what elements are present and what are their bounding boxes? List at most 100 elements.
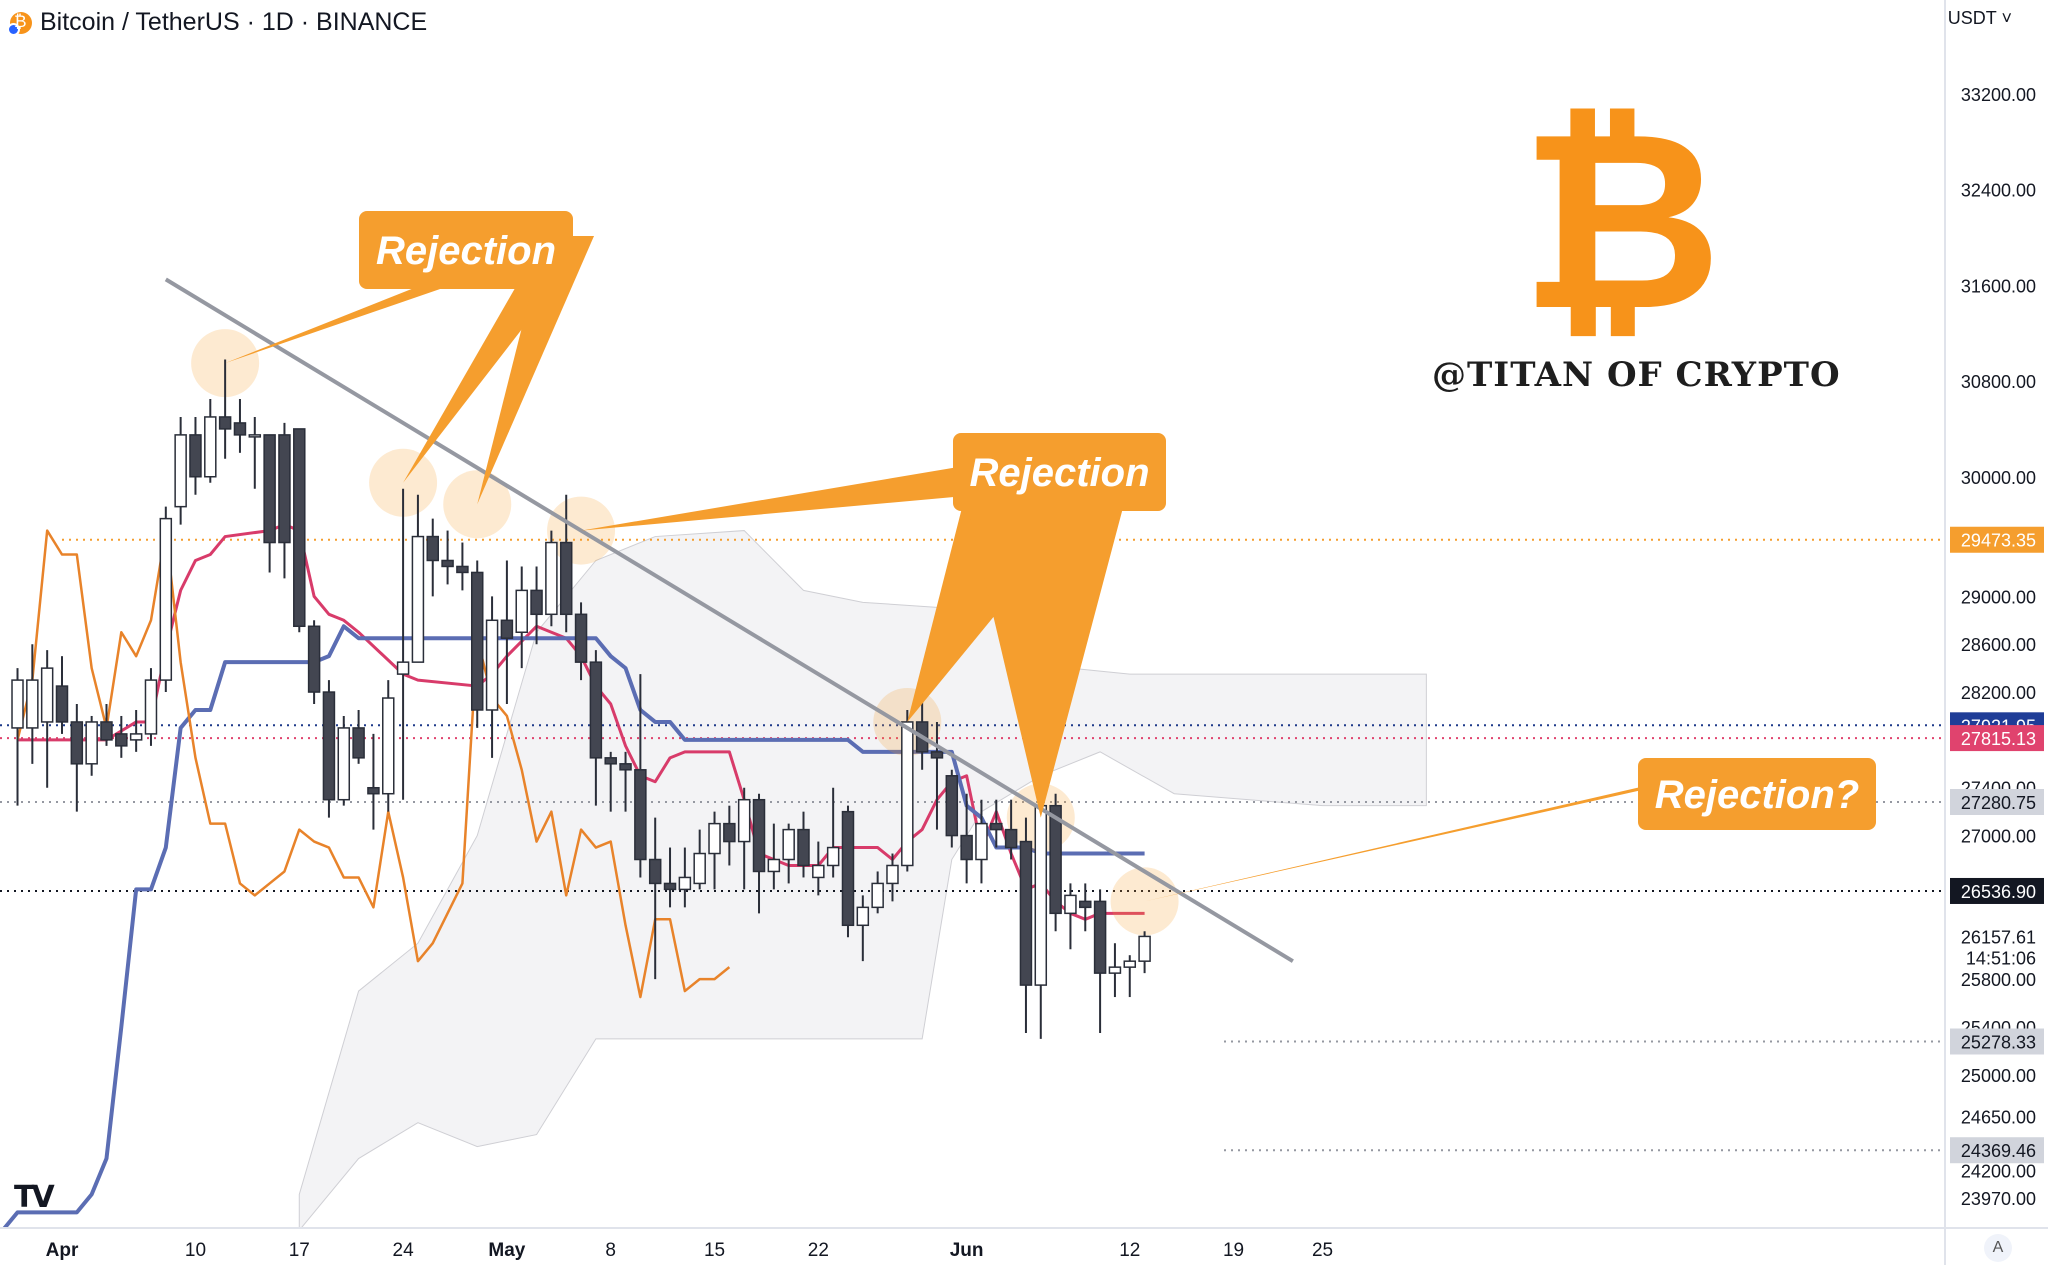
callout-label-2: Rejection? bbox=[1655, 773, 1859, 817]
time-tick-label: 12 bbox=[1119, 1240, 1140, 1261]
candle bbox=[100, 721, 113, 741]
bitcoin-coin-icon bbox=[7, 11, 32, 36]
candle bbox=[945, 775, 959, 837]
candle bbox=[604, 757, 617, 765]
candle bbox=[1034, 804, 1048, 986]
candle bbox=[990, 822, 1003, 831]
candle bbox=[55, 685, 69, 723]
price-tick-label: 23970.00 bbox=[1961, 1189, 2036, 1209]
currency-label: USDT bbox=[1947, 8, 1997, 28]
bitcoin-logo-icon: ₿ bbox=[1520, 78, 1723, 366]
current-price-label: 26157.61 bbox=[1961, 927, 2036, 947]
time-tick-label: 25 bbox=[1312, 1240, 1333, 1261]
candle bbox=[634, 769, 647, 861]
candle bbox=[767, 858, 781, 873]
candle bbox=[1093, 900, 1107, 974]
level-label-bg-6 bbox=[1950, 1137, 2044, 1164]
level-label-4: 26536.90 bbox=[1961, 882, 2036, 902]
candle bbox=[1123, 960, 1137, 968]
candle bbox=[648, 858, 662, 885]
price-tick-label: 27000.00 bbox=[1961, 827, 2036, 847]
candle bbox=[782, 828, 795, 861]
candle bbox=[574, 613, 588, 663]
candle bbox=[530, 589, 543, 616]
candle bbox=[293, 428, 306, 628]
candle bbox=[901, 721, 914, 867]
price-tick-label: 31600.00 bbox=[1961, 276, 2036, 296]
level-label-bg-2 bbox=[1950, 725, 2044, 752]
candle bbox=[975, 822, 988, 861]
candle bbox=[263, 434, 276, 544]
callout-pointer-2-0 bbox=[1144, 786, 1660, 902]
kijun-line bbox=[1, 624, 1145, 1228]
candle bbox=[856, 906, 870, 927]
symbol-header[interactable]: Bitcoin / TetherUS · 1D · BINANCE bbox=[7, 8, 427, 37]
candle bbox=[723, 822, 736, 843]
callout-label-1: Rejection bbox=[969, 451, 1149, 495]
callout-pointer-1-2 bbox=[965, 436, 1142, 818]
trendline bbox=[164, 277, 1294, 963]
candle bbox=[485, 619, 499, 711]
time-tick-label: 17 bbox=[289, 1240, 310, 1261]
candle bbox=[441, 559, 454, 568]
candle bbox=[1138, 935, 1151, 962]
candle bbox=[144, 679, 158, 735]
candle bbox=[470, 571, 484, 711]
candle bbox=[515, 589, 528, 633]
time-tick-label: 10 bbox=[185, 1240, 206, 1261]
level-label-3: 27280.75 bbox=[1961, 793, 2036, 813]
time-tick-label: Apr bbox=[46, 1240, 79, 1261]
candle bbox=[337, 727, 351, 801]
plot-layer: Rejection Rejection Rejection? bbox=[0, 211, 1944, 1228]
callout-label-0: Rejection bbox=[376, 229, 556, 273]
candle bbox=[26, 679, 39, 729]
candle bbox=[382, 697, 395, 795]
watermark-text: @TITAN OF CRYPTO bbox=[1432, 355, 1841, 395]
level-label-bg-0 bbox=[1950, 526, 2044, 553]
candle bbox=[189, 434, 202, 478]
level-label-bg-3 bbox=[1950, 789, 2044, 816]
candle bbox=[204, 416, 217, 478]
candle bbox=[737, 798, 751, 843]
candle bbox=[1049, 804, 1062, 915]
candle bbox=[115, 733, 128, 747]
time-tick-label: Jun bbox=[950, 1240, 984, 1261]
candle bbox=[11, 679, 24, 729]
candle bbox=[307, 625, 321, 693]
chikou-line bbox=[16, 529, 731, 999]
ichimoku-cloud bbox=[298, 530, 1427, 1228]
currency-selector[interactable]: USDT ˅ bbox=[1948, 8, 2012, 29]
candle bbox=[886, 864, 899, 885]
level-label-bg-4 bbox=[1950, 877, 2044, 904]
candle bbox=[559, 541, 573, 616]
candle bbox=[322, 691, 336, 801]
time-tick-label: 15 bbox=[704, 1240, 725, 1261]
candle bbox=[1004, 828, 1018, 849]
level-label-5: 25278.33 bbox=[1961, 1033, 2036, 1053]
candle bbox=[826, 846, 840, 867]
time-tick-label: 24 bbox=[393, 1240, 415, 1261]
candle bbox=[40, 667, 54, 723]
price-tick-label: 30000.00 bbox=[1961, 468, 2036, 488]
callout-pointer-0-1 bbox=[403, 236, 594, 483]
level-label-0: 29473.35 bbox=[1961, 531, 2036, 551]
auto-scale-button[interactable]: A bbox=[1984, 1234, 2012, 1262]
rejection-highlight-0-2 bbox=[443, 470, 512, 539]
time-tick-label: May bbox=[488, 1240, 525, 1261]
price-tick-label: 24650.00 bbox=[1961, 1108, 2036, 1128]
callout-box-2 bbox=[1638, 758, 1876, 830]
candle bbox=[500, 619, 514, 639]
tradingview-logo-icon: TV bbox=[14, 1180, 55, 1215]
price-tick-label: 28600.00 bbox=[1961, 635, 2036, 655]
price-tick-label: 30800.00 bbox=[1961, 372, 2036, 392]
candle bbox=[841, 810, 855, 927]
chevron-down-icon: ˅ bbox=[2001, 8, 2012, 28]
price-tick-label: 24200.00 bbox=[1961, 1161, 2036, 1181]
price-tick-label: 25000.00 bbox=[1961, 1066, 2036, 1086]
price-tick-label: 32400.00 bbox=[1961, 181, 2036, 201]
candle bbox=[752, 798, 766, 873]
level-label-bg-5 bbox=[1950, 1028, 2044, 1055]
time-tick-label: 22 bbox=[808, 1240, 829, 1261]
